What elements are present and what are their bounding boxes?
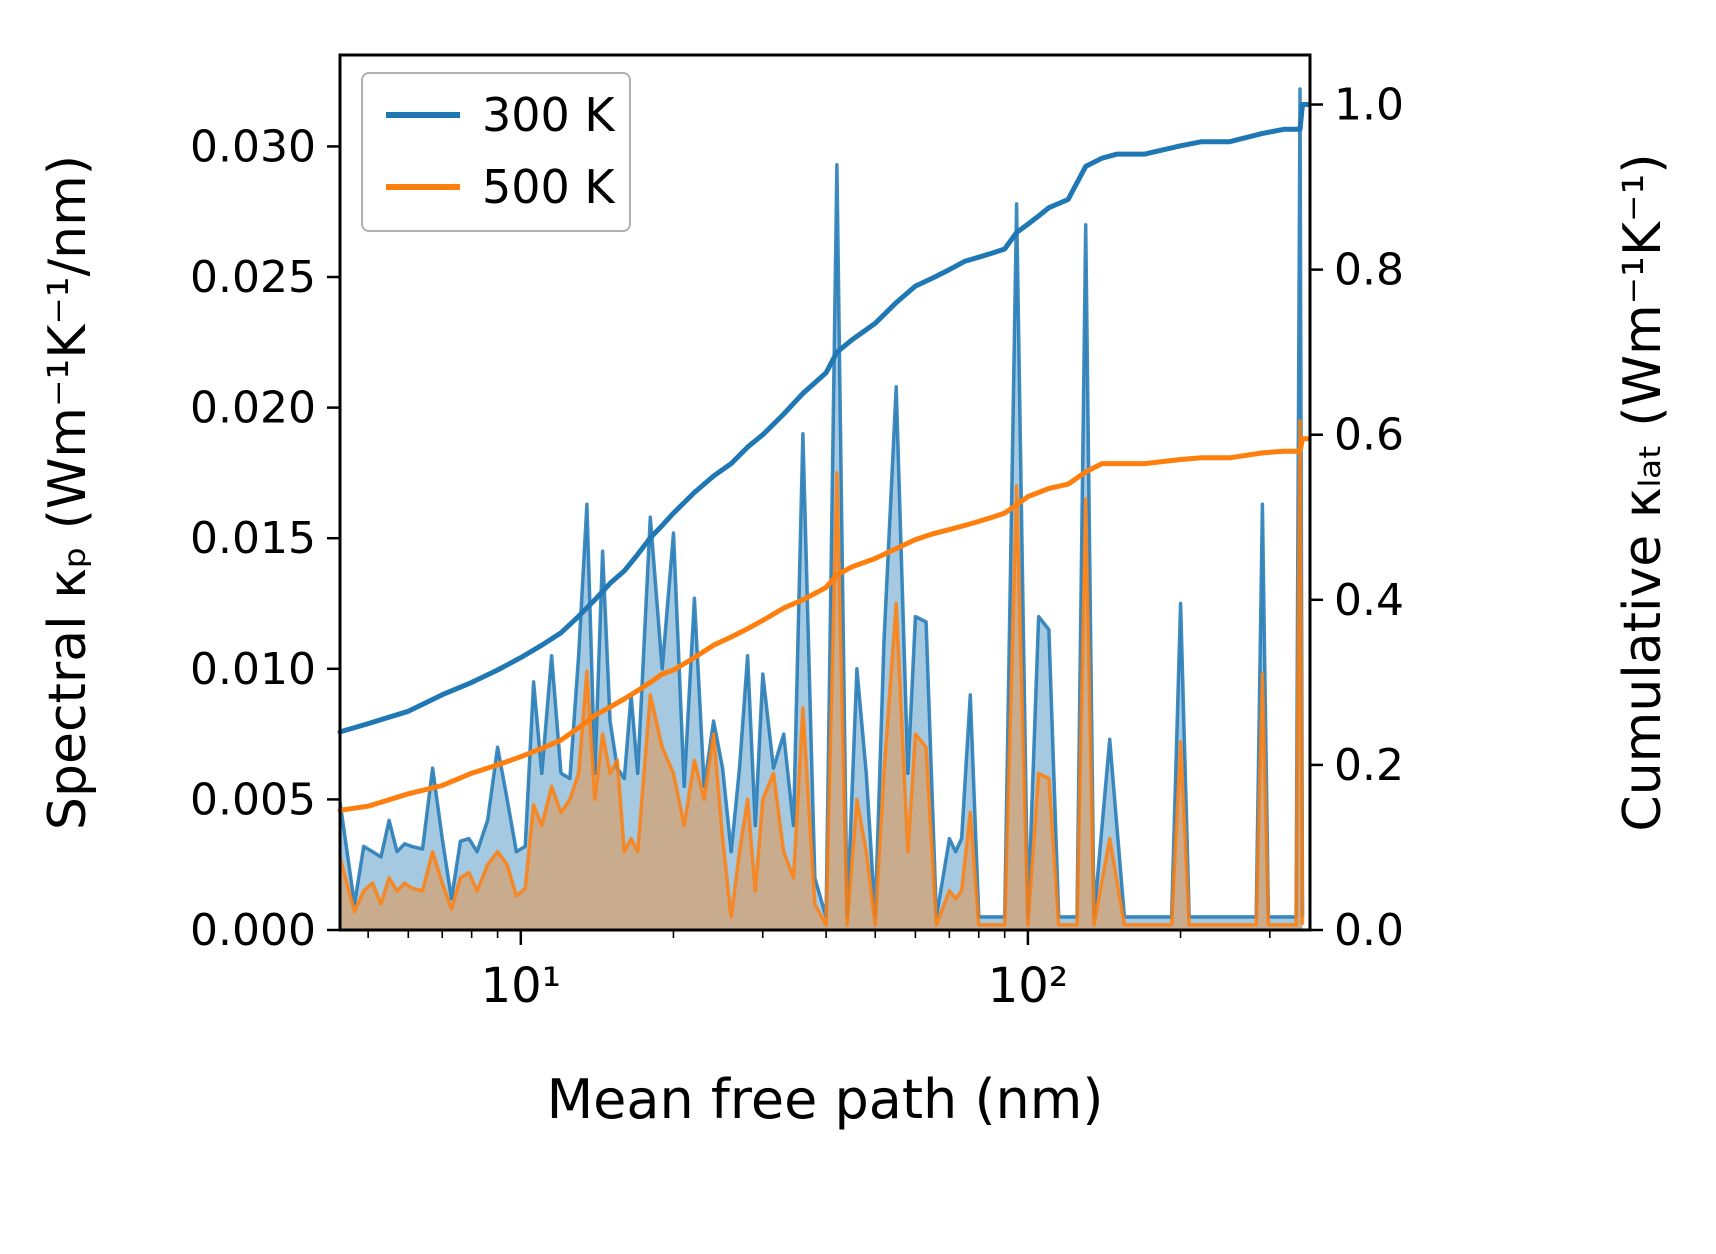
right-tick-label: 0.2 [1334, 740, 1404, 791]
line-500-k-cumulative [337, 436, 1310, 813]
legend: 300 K 500 K [361, 72, 631, 232]
left-tick-label: 0.030 [190, 121, 316, 172]
right-tick-label: 0.8 [1334, 245, 1404, 296]
x-tick-label: 10¹ [481, 958, 561, 1014]
right-tick-label: 0.4 [1334, 575, 1404, 626]
legend-label: 300 K [482, 88, 616, 142]
y-axis-right-label: Cumulative κₗₐₜ (Wm⁻¹K⁻¹) [1613, 153, 1673, 831]
left-tick-label: 0.015 [190, 513, 316, 564]
line-500-k-spectral [338, 418, 1305, 927]
area-300-k-spectral [340, 89, 1303, 930]
y-axis-left: 0.000 0.005 0.010 0.015 0.020 0.025 0.030 Spect… [38, 121, 340, 956]
left-tick-label: 0.010 [190, 644, 316, 695]
plot-area [337, 87, 1310, 930]
legend-label: 500 K [482, 160, 616, 214]
left-tick-label: 0.020 [190, 383, 316, 434]
right-tick-label: 1.0 [1334, 80, 1404, 131]
left-tick-label: 0.000 [190, 905, 316, 956]
x-axis: 10¹ 10² Mean free path (nm) [367, 930, 1271, 1131]
y-axis-right: 0.0 0.2 0.4 0.6 0.8 1.0 Cumulative κₗₐₜ (Wm⁻¹K… [1310, 80, 1673, 956]
line-300-k-cumulative [337, 102, 1310, 735]
y-axis-left-label: Spectral κₚ (Wm⁻¹K⁻¹/nm) [38, 155, 98, 830]
left-tick-label: 0.025 [190, 252, 316, 303]
left-tick-label: 0.005 [190, 774, 316, 825]
area-500-k-spectral [340, 420, 1303, 930]
axes-spines [338, 53, 1312, 932]
right-tick-label: 0.6 [1334, 410, 1404, 461]
line-300-k-spectral [338, 87, 1305, 919]
x-tick-label: 10² [988, 958, 1068, 1014]
right-tick-label: 0.0 [1334, 905, 1404, 956]
x-axis-label: Mean free path (nm) [547, 1068, 1104, 1131]
